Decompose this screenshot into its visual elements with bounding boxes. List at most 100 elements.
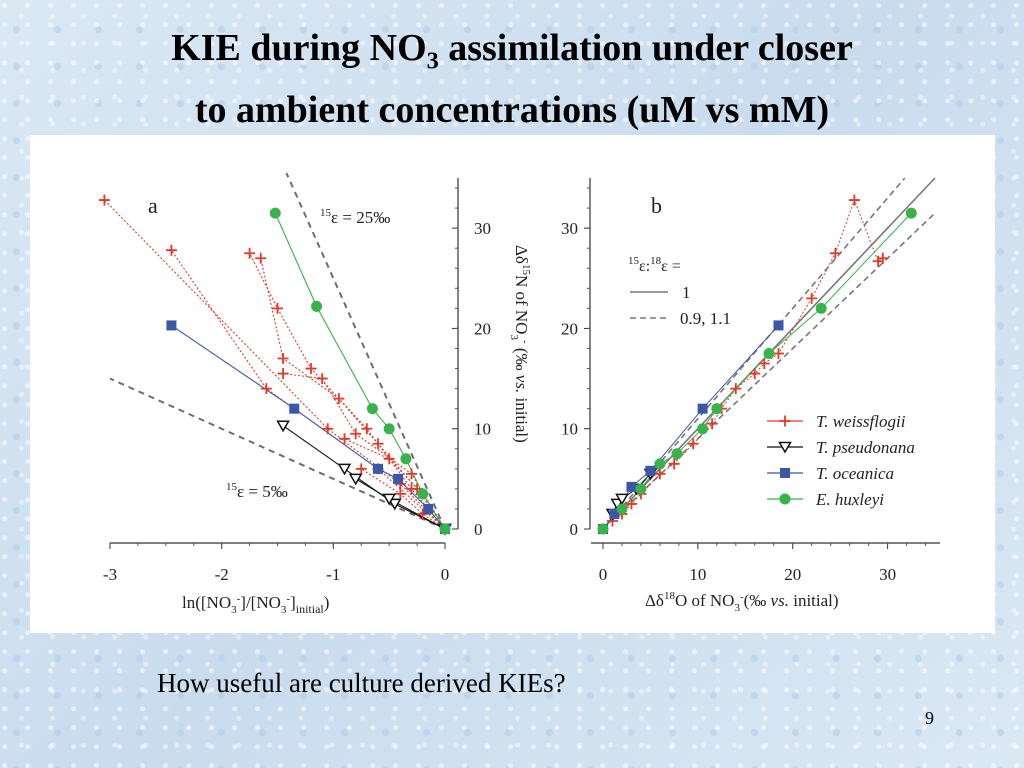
slide-caption: How useful are culture derived KIEs? — [157, 668, 566, 698]
a-reference-line-1 — [285, 172, 446, 530]
a-point-t-weissflogii — [406, 468, 417, 480]
chart-b-series-legend: T. weissflogii T. pseudonana T. oceanica E.… — [767, 412, 915, 509]
a-point-e-huxleyi — [439, 523, 451, 535]
a-y-tick-label: 30 — [474, 219, 491, 238]
b-point-e-huxleyi — [905, 207, 917, 219]
title-line-1: KIE during NO3 assimilation under closer — [0, 24, 1024, 86]
a-point-t-weissflogii — [305, 363, 317, 375]
b-point-t-pseudonana — [615, 493, 629, 506]
legend-title: 15ε:18ε = — [628, 255, 681, 275]
b-point-t-weissflogii — [668, 458, 680, 470]
b-point-t-weissflogii — [772, 348, 784, 359]
ref-label-5-text: ε = 5‰ — [237, 482, 288, 501]
title-text-a: KIE during NO — [171, 27, 427, 69]
a-point-t-weissflogii — [260, 383, 272, 395]
a-y-tick-label: 10 — [474, 420, 491, 439]
a-point-e-huxleyi — [311, 300, 323, 312]
chart-b: b 0 10 20 30 0 10 20 30 15ε:18ε = 1 0.9, 1.1 T.… — [561, 177, 940, 614]
a-point-t-weissflogii — [255, 252, 267, 264]
a-point-e-huxleyi — [269, 207, 281, 219]
b-point-e-huxleyi — [815, 302, 827, 314]
legend-label-e-huxleyi: E. huxleyi — [815, 490, 884, 509]
b-point-t-weissflogii — [730, 383, 742, 395]
slide-title: KIE during NO3 assimilation under closer… — [0, 24, 1024, 134]
b-point-e-huxleyi — [597, 523, 609, 535]
b-point-e-huxleyi — [616, 503, 628, 515]
b-point-e-huxleyi — [635, 483, 647, 495]
a-point-t-oceanica — [166, 320, 177, 331]
chart-b-xlabel-text: Δδ18O of NO3-(‰ vs. initial) — [645, 590, 839, 614]
b-point-t-weissflogii — [829, 247, 841, 259]
legend-label-t-weissflogii: T. weissflogii — [816, 412, 906, 431]
chart-b-axes: 0 10 20 30 0 10 20 30 — [561, 178, 940, 584]
legend-marker-t-weissflogii — [779, 415, 791, 427]
title-text-b: assimilation under closer — [438, 27, 853, 69]
ref-label-5-sup: 15 — [226, 481, 238, 493]
a-point-t-weissflogii — [316, 373, 328, 385]
a-point-t-pseudonana — [382, 493, 396, 506]
chart-a-reference-lines — [109, 172, 446, 530]
b-x-tick-label: 10 — [689, 565, 706, 584]
b-point-t-weissflogii — [654, 468, 666, 480]
ref-label-25-sup: 15 — [320, 207, 332, 219]
a-y-tick-label: 0 — [474, 520, 483, 539]
a-point-t-weissflogii — [333, 393, 345, 405]
chart-a-xlabel: ln([NO3-]/[NO3-]initial) — [182, 593, 329, 616]
legend-marker-t-pseudonana — [778, 441, 792, 454]
a-series-line-t-pseudonana — [282, 425, 446, 530]
a-series-line-t-weissflogii — [170, 249, 446, 530]
legend-marker-t-oceanica — [780, 468, 790, 478]
a-series-line-t-weissflogii — [104, 199, 446, 530]
title-line-2: to ambient concentrations (uM vs mM) — [194, 88, 830, 131]
a-x-tick-label: -3 — [103, 565, 117, 584]
a-point-t-weissflogii — [277, 368, 289, 380]
b-point-t-oceanica — [609, 508, 620, 519]
chart-a-ylabel-text: Δδ15N of NO3- (‰ vs. initial) — [508, 245, 532, 443]
a-point-t-weissflogii — [350, 428, 362, 440]
b-point-t-weissflogii — [848, 194, 860, 206]
a-point-t-pseudonana — [348, 473, 363, 486]
b-point-e-huxleyi — [697, 423, 709, 435]
panel-a-label: a — [148, 193, 158, 218]
b-point-e-huxleyi — [671, 448, 683, 460]
legend-title-mid: ε: — [639, 258, 650, 275]
a-point-t-weissflogii — [272, 302, 283, 314]
b-point-t-weissflogii — [877, 252, 889, 264]
chart-a-markers — [98, 194, 452, 536]
a-point-t-oceanica — [289, 403, 300, 414]
a-point-t-weissflogii — [277, 353, 289, 365]
b-point-t-oceanica — [645, 465, 656, 476]
a-point-t-weissflogii — [417, 508, 429, 520]
legend-title-sup2: 18 — [650, 255, 662, 267]
a-point-t-oceanica — [373, 463, 383, 474]
legend-marker-e-huxleyi — [779, 493, 791, 505]
legend-dashed-label: 0.9, 1.1 — [680, 309, 731, 328]
a-point-e-huxleyi — [383, 423, 395, 435]
b-series-line-t-weissflogii — [612, 198, 884, 522]
a-point-t-pseudonana — [337, 463, 352, 476]
b-point-t-oceanica — [626, 481, 637, 492]
a-point-t-oceanica — [423, 503, 434, 514]
b-point-t-weissflogii — [806, 292, 818, 304]
b-point-t-weissflogii — [687, 438, 699, 450]
a-series-line-t-oceanica — [171, 324, 446, 530]
chart-a-axes: -3 -2 -1 0 0 10 20 30 — [103, 178, 491, 584]
legend-solid-label: 1 — [682, 283, 691, 302]
chart-a-ylabel: Δδ15N of NO3- (‰ vs. initial) — [508, 245, 532, 443]
panel-b-label: b — [651, 193, 662, 218]
b-y-tick-label: 0 — [570, 520, 579, 539]
legend-title-post: ε = — [661, 258, 681, 275]
ref-label-25: 15ε = 25‰ — [320, 207, 390, 227]
a-series-line-t-weissflogii — [283, 373, 446, 530]
b-point-e-huxleyi — [711, 403, 723, 415]
a-point-t-weissflogii — [339, 433, 350, 445]
a-point-t-weissflogii — [361, 423, 373, 435]
b-point-t-weissflogii — [706, 418, 718, 430]
chart-b-markers — [597, 194, 917, 535]
b-point-t-oceanica — [697, 403, 708, 414]
chart-b-xlabel: Δδ18O of NO3-(‰ vs. initial) — [645, 590, 839, 614]
a-point-t-weissflogii — [244, 247, 256, 259]
a-point-t-weissflogii — [355, 463, 367, 475]
